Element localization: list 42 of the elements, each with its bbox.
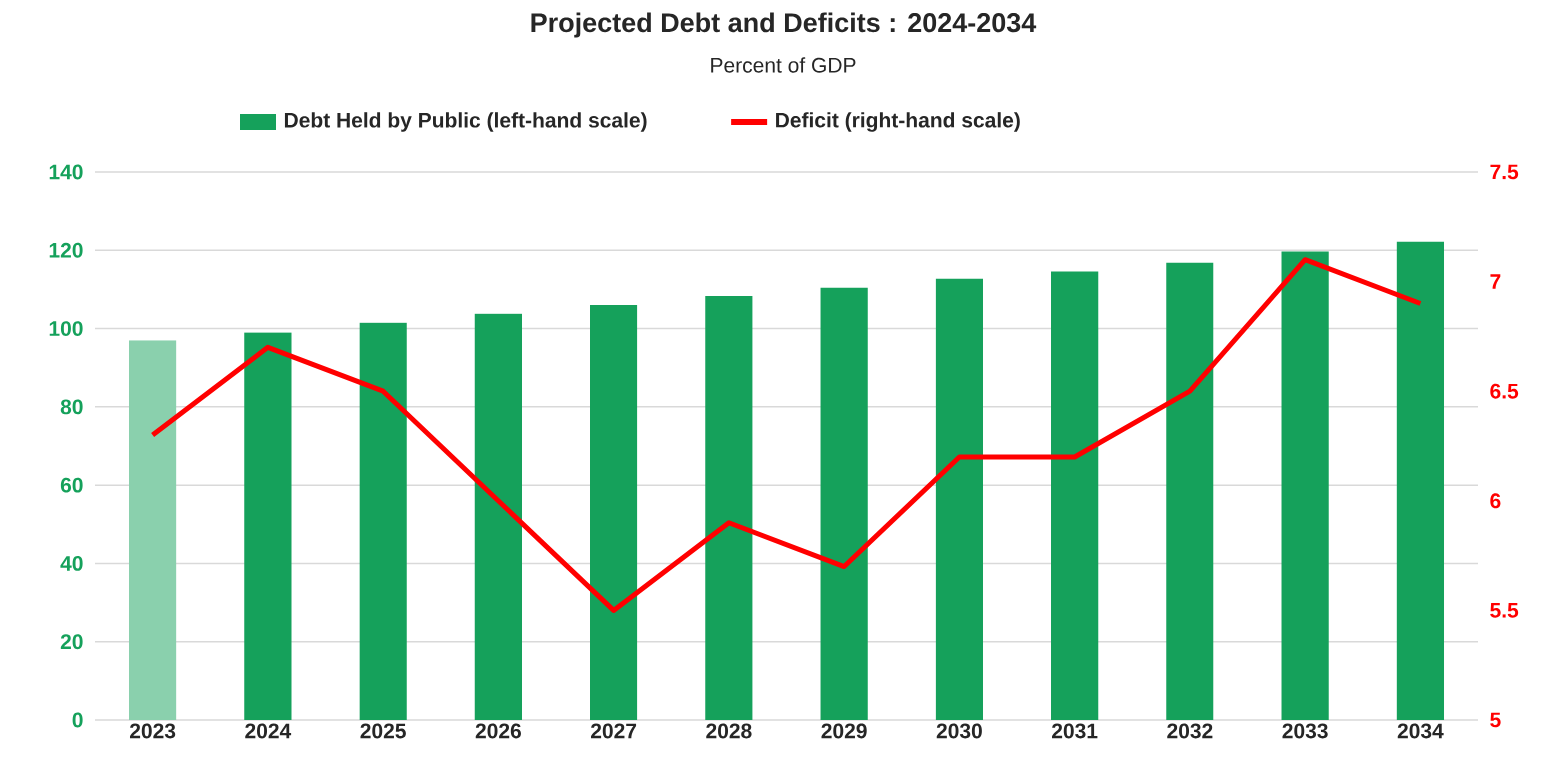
x-tick-label: 2026 xyxy=(475,723,521,739)
x-tick-label: 2030 xyxy=(936,723,982,739)
chart-title: Projected Debt and Deficits : 2024-2034 xyxy=(531,12,1037,38)
x-tick-label: 2029 xyxy=(821,723,867,739)
bar xyxy=(590,305,638,720)
y2-tick-label: 7.5 xyxy=(1490,164,1519,180)
y-tick-label: 120 xyxy=(49,242,83,258)
y2-tick-label: 7 xyxy=(1490,274,1501,289)
y2-tick-label: 5.5 xyxy=(1490,603,1519,618)
y-tick-label: 20 xyxy=(60,634,83,650)
x-tick-label: 2027 xyxy=(591,723,637,739)
bar xyxy=(1051,271,1099,720)
x-tick-label: 2032 xyxy=(1167,723,1213,739)
legend-label: Debt Held by Public (left-hand scale) xyxy=(284,112,647,132)
bar xyxy=(935,278,984,720)
bar xyxy=(705,296,753,720)
bar xyxy=(129,340,177,720)
y2-tick-label: 5 xyxy=(1490,712,1501,728)
x-tick-label: 2025 xyxy=(360,723,406,739)
y-tick-label: 0 xyxy=(72,712,83,728)
x-tick-label: 2031 xyxy=(1052,723,1098,739)
bar xyxy=(1396,241,1445,720)
chart-subtitle: Percent of GDP xyxy=(711,57,856,73)
bar xyxy=(359,322,407,720)
y2-tick-label: 6 xyxy=(1490,493,1501,509)
y-tick-label: 60 xyxy=(60,477,83,493)
x-tick-label: 2028 xyxy=(706,723,752,739)
y2-tick-label: 6.5 xyxy=(1490,383,1519,399)
bar xyxy=(474,313,523,720)
x-tick-label: 2033 xyxy=(1282,723,1328,739)
y-tick-label: 140 xyxy=(49,164,83,180)
x-tick-label: 2034 xyxy=(1397,723,1444,739)
bar xyxy=(820,287,868,720)
x-tick-label: 2023 xyxy=(129,723,176,739)
legend-label: Deficit (right-hand scale) xyxy=(776,112,1020,132)
x-tick-label: 2024 xyxy=(245,723,292,739)
bar xyxy=(1281,251,1329,720)
y-tick-label: 40 xyxy=(60,555,83,571)
y-tick-label: 100 xyxy=(49,321,83,336)
bar xyxy=(244,332,292,720)
bar xyxy=(1166,262,1214,720)
y-tick-label: 80 xyxy=(60,399,83,415)
